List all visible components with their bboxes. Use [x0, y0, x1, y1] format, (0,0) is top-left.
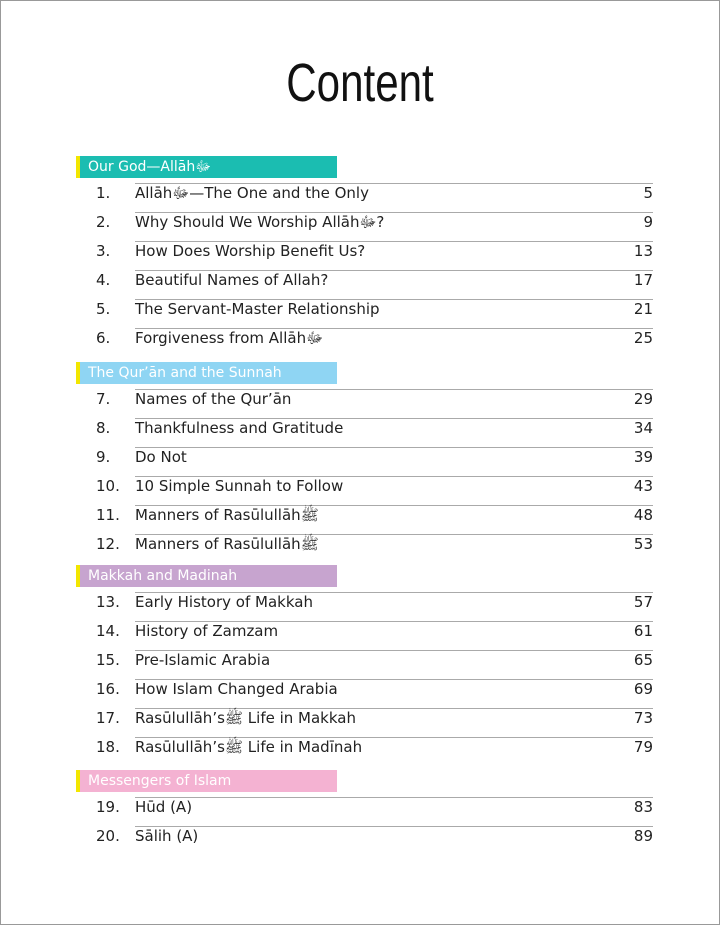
entry-page: 34	[633, 419, 653, 437]
entry-page: 43	[633, 477, 653, 495]
entry-number: 4.	[96, 271, 111, 289]
entry-number: 20.	[96, 827, 120, 845]
entry-title: History of Zamzam	[135, 622, 279, 640]
entry-title: Beautiful Names of Allah?	[135, 271, 329, 289]
entry-title: Manners of Rasūlullāhﷺ	[135, 535, 319, 553]
entry-title: 10 Simple Sunnah to Follow	[135, 477, 344, 495]
entry-page: 83	[633, 798, 653, 816]
entry-rule	[135, 826, 653, 827]
entry-page: 61	[633, 622, 653, 640]
entry-title: Rasūlullāh’sﷺ Life in Madīnah	[135, 738, 363, 756]
entry-number: 11.	[96, 506, 120, 524]
entry-rule	[135, 650, 653, 651]
entry-page: 69	[633, 680, 653, 698]
entry-number: 2.	[96, 213, 111, 231]
entry-page: 17	[633, 271, 653, 289]
entry-title: Forgiveness from Allāhﷻ	[135, 329, 324, 347]
entry-number: 8.	[96, 419, 111, 437]
entry-title: Hūd (A)	[135, 798, 193, 816]
entry-rule	[135, 505, 653, 506]
entry-rule	[135, 299, 653, 300]
entry-rule	[135, 212, 653, 213]
entry-number: 5.	[96, 300, 111, 318]
entry-title: Allāhﷻ—The One and the Only	[135, 184, 369, 202]
entry-page: 5	[643, 184, 653, 202]
entry-number: 1.	[96, 184, 111, 202]
entry-page: 48	[633, 506, 653, 524]
entry-title: The Servant-Master Relationship	[135, 300, 380, 318]
entry-title: Sālih (A)	[135, 827, 199, 845]
entry-title: Rasūlullāh’sﷺ Life in Makkah	[135, 709, 356, 727]
entry-rule	[135, 708, 653, 709]
entry-number: 17.	[96, 709, 120, 727]
entry-page: 9	[643, 213, 653, 231]
entry-page: 39	[633, 448, 653, 466]
entry-rule	[135, 183, 653, 184]
entry-title: How Islam Changed Arabia	[135, 680, 338, 698]
entry-number: 7.	[96, 390, 111, 408]
entry-number: 6.	[96, 329, 111, 347]
entry-title: Do Not	[135, 448, 187, 466]
entry-title: Why Should We Worship Allāhﷻ?	[135, 213, 385, 231]
entry-number: 10.	[96, 477, 120, 495]
entry-page: 73	[633, 709, 653, 727]
entry-rule	[135, 679, 653, 680]
entry-title: Pre-Islamic Arabia	[135, 651, 271, 669]
entry-rule	[135, 592, 653, 593]
entry-rule	[135, 534, 653, 535]
entry-page: 21	[633, 300, 653, 318]
entry-rule	[135, 241, 653, 242]
entry-title: Thankfulness and Gratitude	[135, 419, 344, 437]
entry-rule	[135, 328, 653, 329]
entry-rule	[135, 389, 653, 390]
entry-rule	[135, 418, 653, 419]
entry-page: 57	[633, 593, 653, 611]
entry-number: 9.	[96, 448, 111, 466]
entry-title: Names of the Qur’ān	[135, 390, 292, 408]
entry-rule	[135, 737, 653, 738]
entry-rule	[135, 476, 653, 477]
page-title: Content	[286, 53, 434, 113]
entry-rule	[135, 621, 653, 622]
entry-rule	[135, 270, 653, 271]
entry-number: 15.	[96, 651, 120, 669]
entry-title: Early History of Makkah	[135, 593, 313, 611]
entry-page: 79	[633, 738, 653, 756]
entry-rule	[135, 797, 653, 798]
entry-page: 89	[633, 827, 653, 845]
entry-page: 65	[633, 651, 653, 669]
entry-number: 3.	[96, 242, 111, 260]
entry-page: 53	[633, 535, 653, 553]
entry-number: 19.	[96, 798, 120, 816]
section-heading: Our God—Allāhﷻ	[76, 156, 337, 178]
entry-title: Manners of Rasūlullāhﷺ	[135, 506, 319, 524]
section-heading: The Qur’ān and the Sunnah	[76, 362, 337, 384]
entry-number: 13.	[96, 593, 120, 611]
entry-rule	[135, 447, 653, 448]
entry-page: 29	[633, 390, 653, 408]
entry-page: 13	[633, 242, 653, 260]
entry-number: 18.	[96, 738, 120, 756]
entry-title: How Does Worship Benefit Us?	[135, 242, 366, 260]
entry-number: 14.	[96, 622, 120, 640]
entry-page: 25	[633, 329, 653, 347]
section-heading: Makkah and Madinah	[76, 565, 337, 587]
section-heading: Messengers of Islam	[76, 770, 337, 792]
entry-number: 16.	[96, 680, 120, 698]
entry-number: 12.	[96, 535, 120, 553]
